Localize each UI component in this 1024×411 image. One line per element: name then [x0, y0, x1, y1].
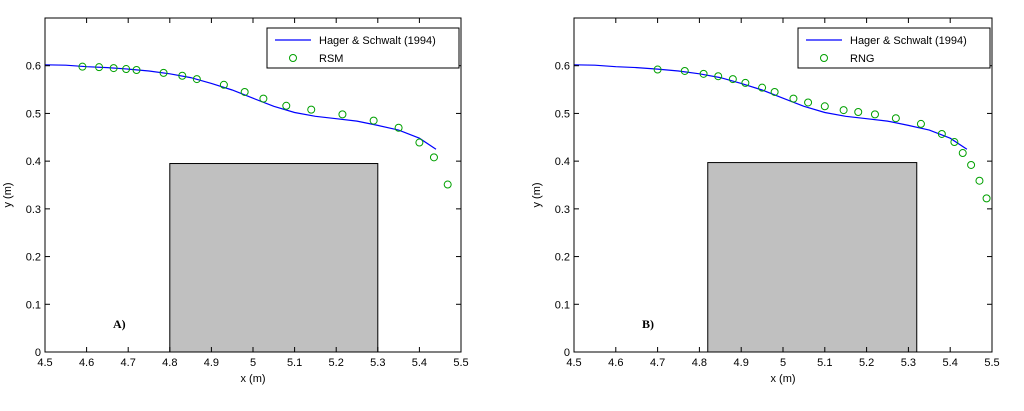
x-tick-label: 5.1	[287, 357, 302, 369]
series-line	[44, 64, 437, 150]
x-tick-label: 4.5	[37, 357, 52, 369]
x-tick-label: 5.3	[901, 357, 916, 369]
data-point	[132, 66, 141, 75]
data-point	[789, 94, 798, 103]
data-point	[891, 114, 900, 123]
data-point	[109, 64, 118, 73]
block-rect	[169, 163, 379, 353]
data-point	[219, 80, 228, 89]
data-point	[282, 101, 291, 110]
x-axis-label: x (m)	[770, 373, 795, 385]
legend-label: Hager & Schwalt (1994)	[850, 35, 967, 47]
data-point	[916, 119, 925, 128]
data-point	[443, 180, 452, 189]
x-tick-label: 5	[250, 357, 256, 369]
data-point	[758, 83, 767, 92]
x-tick-label: 5.2	[859, 357, 874, 369]
y-axis-label: y (m)	[2, 182, 14, 207]
data-point	[982, 194, 991, 203]
data-point	[394, 123, 403, 132]
data-point	[78, 62, 87, 71]
data-point	[967, 160, 976, 169]
y-tick-label: 0.4	[555, 156, 570, 168]
legend-box	[797, 27, 991, 69]
y-tick-label: 0.6	[555, 61, 570, 73]
data-point	[854, 107, 863, 116]
y-tick-label: 0.3	[26, 204, 41, 216]
x-tick-label: 4.7	[650, 357, 665, 369]
data-point	[820, 102, 829, 111]
legend-box	[266, 27, 460, 69]
legend-label: RSM	[319, 53, 343, 65]
x-tick-label: 4.8	[162, 357, 177, 369]
data-point	[338, 110, 347, 119]
x-tick-label: 5.2	[329, 357, 344, 369]
data-point	[975, 176, 984, 185]
data-point	[240, 87, 249, 96]
data-point	[122, 65, 131, 74]
panel-label: B)	[642, 317, 654, 331]
data-point	[159, 68, 168, 77]
y-tick-label: 0.1	[26, 299, 41, 311]
data-point	[680, 66, 689, 75]
data-point	[804, 98, 813, 107]
y-axis-label: y (m)	[531, 182, 543, 207]
data-point	[714, 72, 723, 81]
x-tick-label: 5	[780, 357, 786, 369]
x-tick-label: 4.9	[204, 357, 219, 369]
y-tick-label: 0	[35, 347, 41, 359]
data-point	[178, 71, 187, 80]
x-tick-label: 4.5	[566, 357, 581, 369]
legend-marker-swatch	[820, 54, 828, 62]
panel-label: A)	[113, 317, 126, 331]
data-point	[870, 110, 879, 119]
x-axis-label: x (m)	[240, 373, 265, 385]
data-point	[839, 106, 848, 115]
y-tick-label: 0.1	[555, 299, 570, 311]
data-point	[192, 75, 201, 84]
x-tick-label: 5.4	[412, 357, 427, 369]
block-rect	[707, 162, 918, 353]
data-point	[728, 75, 737, 84]
data-point	[415, 138, 424, 147]
y-tick-label: 0.2	[26, 252, 41, 264]
data-point	[958, 149, 967, 158]
chart-panel: 4.5 4.6 4.7 4.8 4.9 5 5.1 5.2 5.3 5.4 5.5 0 0.1 0.2 0.…	[531, 17, 1000, 385]
data-point	[653, 65, 662, 74]
x-tick-label: 5.3	[370, 357, 385, 369]
data-point	[950, 138, 959, 147]
data-point	[699, 69, 708, 78]
x-tick-label: 5.4	[943, 357, 958, 369]
data-point	[259, 94, 268, 103]
data-point	[429, 153, 438, 162]
x-tick-label: 5.1	[817, 357, 832, 369]
data-point	[307, 105, 316, 114]
data-point	[770, 87, 779, 96]
y-tick-label: 0	[564, 347, 570, 359]
y-tick-label: 0.6	[26, 61, 41, 73]
legend-marker-swatch	[289, 54, 297, 62]
data-point	[95, 63, 104, 72]
y-tick-label: 0.4	[26, 156, 41, 168]
x-tick-label: 5.5	[453, 357, 468, 369]
chart-panel: 4.5 4.6 4.7 4.8 4.9 5 5.1 5.2 5.3 5.4 5.5 0 0.1 0.2 0.…	[2, 17, 469, 385]
y-tick-label: 0.5	[555, 108, 570, 120]
x-tick-label: 4.6	[608, 357, 623, 369]
data-point	[937, 129, 946, 138]
x-tick-label: 4.6	[79, 357, 94, 369]
y-tick-label: 0.3	[555, 204, 570, 216]
y-tick-label: 0.2	[555, 252, 570, 264]
data-point	[369, 116, 378, 125]
legend-label: Hager & Schwalt (1994)	[319, 35, 436, 47]
x-tick-label: 4.9	[734, 357, 749, 369]
x-tick-label: 4.8	[692, 357, 707, 369]
legend-label: RNG	[850, 53, 874, 65]
data-point	[741, 78, 750, 87]
x-tick-label: 5.5	[984, 357, 999, 369]
y-tick-label: 0.5	[26, 108, 41, 120]
series-line	[573, 64, 968, 150]
x-tick-label: 4.7	[121, 357, 136, 369]
